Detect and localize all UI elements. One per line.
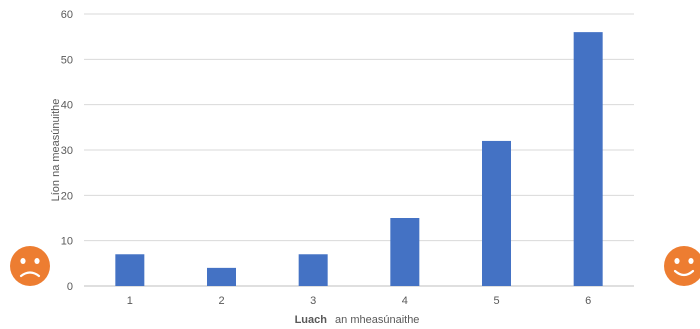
happy-face-icon [664,246,700,286]
y-tick-label: 10 [61,236,73,248]
bar-4 [390,218,420,286]
y-tick-label: 60 [61,9,73,21]
y-tick-label: 0 [67,281,73,293]
x-tick-label: 3 [310,295,316,307]
bar-2 [207,267,236,286]
y-tick-label: 20 [61,190,73,202]
x-axis-title-rest: an mheasúnaithe [335,314,419,326]
x-axis-title-bold: Luach [295,314,328,326]
y-axis-title: Líon na measúnuithe [50,99,62,202]
x-tick-label: 2 [218,295,224,307]
bar-6 [573,32,603,287]
bar-3 [298,254,328,286]
x-tick-label: 1 [127,295,133,307]
bar-1 [115,254,145,286]
x-tick-label: 4 [402,295,408,307]
x-axis-title: Luach an mheasúnaithe [295,314,420,326]
sad-face-icon [10,246,50,286]
bars [115,32,603,287]
y-tick-label: 30 [61,145,73,157]
y-tick-label: 50 [61,54,73,66]
y-tick-label: 40 [61,100,73,112]
gridlines [84,13,634,287]
bar-5 [482,140,511,286]
x-tick-labels: 1 2 3 4 5 6 [127,295,591,307]
x-tick-label: 5 [493,295,499,307]
y-tick-labels: 0 10 20 30 40 50 60 [61,9,73,293]
x-tick-label: 6 [585,295,591,307]
